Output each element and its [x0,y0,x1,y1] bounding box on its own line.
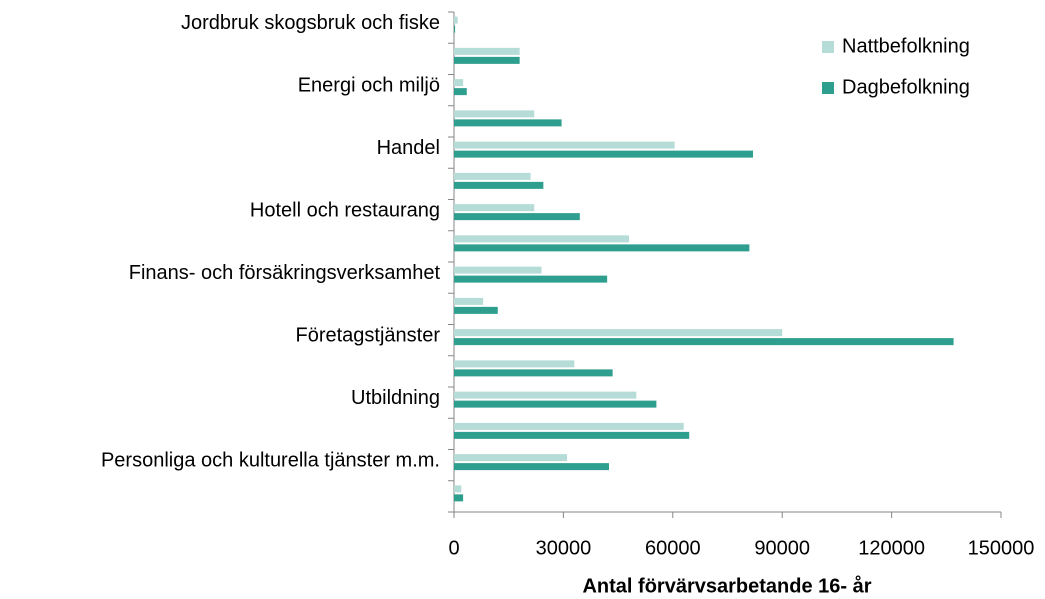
bar [454,297,484,305]
bar [454,431,690,439]
x-tick-label: 30000 [536,537,592,559]
bar [454,110,535,118]
bar [454,244,750,252]
bar [454,181,544,189]
bar [454,494,464,502]
y-tick-label: Handel [377,137,440,159]
bar [454,463,609,471]
y-tick-label: Företagstjänster [295,324,440,346]
bar [454,56,520,64]
y-tick-label: Personliga och kulturella tjänster m.m. [101,449,440,471]
x-tick-label: 90000 [754,537,810,559]
bar [454,172,531,180]
bar [454,204,535,212]
bar [454,391,637,399]
bar [454,235,630,243]
bar [454,150,754,158]
bar [454,79,464,87]
y-tick-label: Utbildning [351,387,440,409]
y-tick-label: Energi och miljö [298,74,440,96]
bar [454,485,462,493]
y-tick-label: Jordbruk skogsbruk och fiske [181,12,440,34]
bar [454,306,498,314]
bar [454,329,783,337]
bar [454,141,675,149]
x-tick-label: 60000 [645,537,701,559]
bar [454,88,467,96]
bar [454,119,562,127]
bar [454,400,657,408]
bar [454,47,520,55]
bar [454,422,684,430]
x-tick-label: 120000 [858,537,925,559]
x-tick-label: 0 [448,537,459,559]
x-axis-title: Antal förvärvsarbetande 16- år [582,574,871,597]
bar [454,16,458,24]
x-tick-label: 150000 [968,537,1035,559]
bar [454,338,954,346]
legend-label: Dagbefolkning [842,76,970,98]
bar [454,369,613,377]
y-tick-label: Hotell och restaurang [250,199,440,221]
bar [454,213,580,221]
legend-label: Nattbefolkning [842,35,970,57]
bar [454,266,542,274]
legend-swatch [822,41,834,53]
bar [454,275,608,283]
bar [454,360,575,368]
bar [454,454,568,462]
y-tick-label: Finans- och försäkringsverksamhet [129,262,441,284]
bar [454,25,456,33]
legend-swatch [822,82,834,94]
